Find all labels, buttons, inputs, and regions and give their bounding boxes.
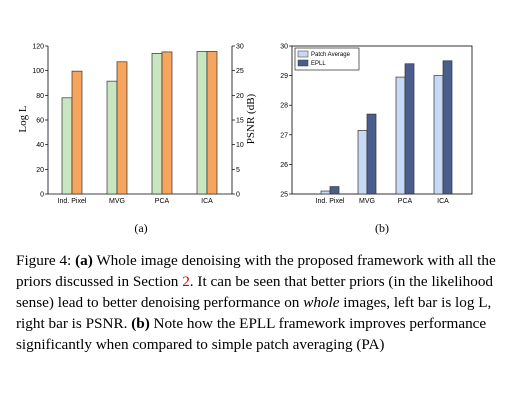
- bar-psnr: [116, 61, 128, 195]
- ytick-label: 30: [280, 44, 288, 51]
- bar-epll: [404, 63, 415, 195]
- bar-loglik: [151, 53, 163, 195]
- legend-label: Patch Average: [311, 52, 351, 58]
- caption-fig-label: Figure 4:: [16, 252, 72, 269]
- xtick-label: ICA: [201, 198, 213, 205]
- chart-a: 0 20 40 60 80 100 120 0 5 10 15 20 25 30 Ind. Pixel MVG…: [32, 44, 244, 206]
- chart-b: 25 26 27 28 29 30 Ind. Pixel MVG PCA ICA Patch Ave…: [280, 44, 473, 205]
- bar-patch-average: [357, 130, 368, 195]
- ytick-right-label: 5: [236, 167, 240, 174]
- plot-frame: [291, 45, 473, 195]
- bar-loglik: [106, 80, 118, 195]
- ytick-left-label: 20: [36, 167, 44, 174]
- legend-box: [294, 47, 360, 71]
- ytick-left-label: 100: [32, 68, 44, 75]
- bar-epll: [442, 60, 453, 195]
- ytick-left-label: 120: [32, 44, 44, 51]
- xtick-label: PCA: [155, 198, 170, 205]
- ytick-right-label: 30: [236, 44, 244, 51]
- caption-text-4: Note how the EPLL framework improves per…: [16, 315, 487, 353]
- bar-epll: [329, 186, 340, 195]
- ytick-label: 28: [280, 103, 288, 110]
- bar-patch-average: [395, 76, 406, 195]
- ytick-right-label: 25: [236, 68, 244, 75]
- ytick-label: 25: [280, 192, 288, 199]
- caption-a-label: (a): [75, 252, 93, 269]
- panel-label-b: (b): [375, 221, 389, 235]
- ytick-right-label: 0: [236, 192, 240, 199]
- ytick-right-label: 20: [236, 93, 244, 100]
- caption-text-2: . It can be seen that better priors (in …: [16, 273, 494, 311]
- xtick-label: MVG: [109, 198, 125, 205]
- ytick-left-label: 40: [36, 142, 44, 149]
- ytick-left-label: 0: [40, 192, 44, 199]
- bar-epll: [366, 113, 377, 195]
- ytick-left-label: 80: [36, 93, 44, 100]
- legend-swatch: [297, 50, 309, 58]
- xtick-label: PCA: [398, 198, 413, 205]
- bar-psnr: [71, 70, 83, 195]
- caption-text-1: Whole image denoising with the proposed …: [16, 252, 496, 290]
- bar-psnr: [161, 51, 173, 195]
- xtick-label: Ind. Pixel: [58, 198, 87, 205]
- caption-text-3: images, left bar is log L, right bar is …: [16, 294, 492, 332]
- ytick-left-label: 60: [36, 118, 44, 125]
- figure-caption: Figure 4: (a) Whole image denoising with…: [16, 250, 496, 355]
- ytick-right-label: 15: [236, 118, 244, 125]
- xtick-label: Ind. Pixel: [316, 198, 345, 205]
- caption-emph: whole: [303, 294, 340, 311]
- xtick-label: ICA: [437, 198, 449, 205]
- bar-patch-average: [433, 75, 444, 195]
- bar-loglik: [61, 97, 73, 195]
- xtick-label: MVG: [359, 198, 375, 205]
- chart-a-ylabel-right: PSNR (dB): [245, 93, 257, 144]
- panel-label-a: (a): [134, 221, 147, 235]
- ytick-label: 27: [280, 132, 288, 139]
- bar-psnr: [206, 51, 218, 195]
- caption-section-ref[interactable]: 2: [182, 273, 190, 290]
- legend-label: EPLL: [311, 61, 326, 67]
- legend-swatch: [297, 59, 309, 67]
- ytick-label: 29: [280, 73, 288, 80]
- ytick-label: 26: [280, 162, 288, 169]
- caption-b-label: (b): [131, 315, 150, 332]
- ytick-right-label: 10: [236, 142, 244, 149]
- bar-loglik: [196, 51, 208, 195]
- chart-a-ylabel-left: Log L: [17, 105, 29, 132]
- bar-patch-average: [320, 190, 331, 195]
